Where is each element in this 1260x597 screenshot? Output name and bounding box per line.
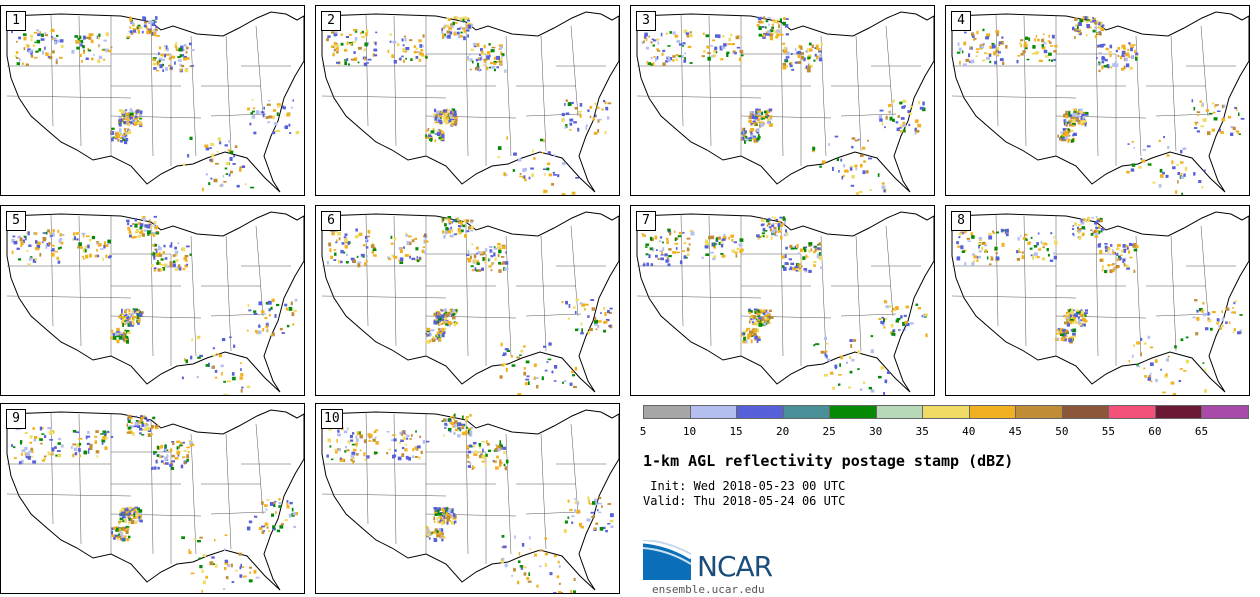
reflectivity-echoes [956, 215, 1243, 395]
colorbar-cell [922, 405, 970, 419]
reflectivity-echoes [11, 16, 300, 192]
map-panel-7: 7 [630, 205, 935, 396]
colorbar-tick-label: 40 [962, 425, 976, 438]
colorbar-cell [1061, 405, 1110, 419]
colorbar-tick-label: 30 [869, 425, 883, 438]
reflectivity-echoes [11, 414, 298, 593]
us-map [321, 11, 619, 195]
panel-number: 1 [6, 11, 26, 31]
colorbar-cell [1201, 405, 1249, 419]
reflectivity-echoes [327, 216, 613, 395]
us-map [6, 211, 304, 395]
colorbar-cell [643, 405, 691, 419]
colorbar-legend: 5 10 15 20 25 30 35 40 45 50 55 60 65 [640, 405, 1249, 438]
colorbar-cell [829, 405, 877, 419]
us-map [636, 11, 934, 195]
map-panel-8: 8 [945, 205, 1250, 396]
colorbar-cell [782, 405, 831, 419]
us-map [951, 11, 1249, 195]
reflectivity-echoes [956, 15, 1245, 195]
map-panel-1: 1 [0, 5, 305, 196]
colorbar-tick-label: 10 [682, 425, 697, 438]
panel-number: 4 [951, 11, 971, 31]
us-map [6, 11, 304, 193]
map-panel-4: 4 [945, 5, 1250, 196]
colorbar-tick-label: 65 [1194, 425, 1209, 438]
colorbar-cell [1015, 405, 1063, 419]
reflectivity-echoes [641, 16, 926, 195]
colorbar-tick-label: 25 [822, 425, 836, 438]
colorbar-tick-label: 15 [729, 425, 743, 438]
panel-number: 8 [951, 211, 971, 231]
chart-title: 1-km AGL reflectivity postage stamp (dBZ… [643, 452, 1014, 470]
colorbar-cell [689, 405, 738, 419]
logo-text: NCAR [697, 550, 773, 583]
map-panel-5: 5 [0, 205, 305, 396]
init-time: Init: Wed 2018-05-23 00 UTC [643, 479, 846, 493]
us-map [951, 211, 1249, 395]
us-map [636, 211, 934, 395]
us-map [6, 409, 304, 593]
colorbar-tick-label: 5 [639, 425, 647, 438]
colorbar-tick-label: 55 [1101, 425, 1115, 438]
map-panel-6: 6 [315, 205, 620, 396]
panel-number: 5 [6, 211, 26, 231]
website-link[interactable]: ensemble.ucar.edu [652, 583, 765, 596]
map-panel-10: 10 [315, 403, 620, 594]
colorbar-tick-label: 35 [915, 425, 929, 438]
reflectivity-echoes [641, 216, 928, 395]
map-panel-9: 9 [0, 403, 305, 594]
colorbar-cell [736, 405, 784, 419]
panel-number: 6 [321, 211, 341, 231]
panel-number: 2 [321, 11, 341, 31]
ncar-logo-icon [643, 540, 692, 580]
colorbar-cell [968, 405, 1017, 419]
colorbar-tick-label: 20 [775, 425, 790, 438]
us-map [321, 409, 619, 593]
colorbar-tick-label: 60 [1148, 425, 1162, 438]
colorbar-cell [1108, 405, 1156, 419]
map-panel-2: 2 [315, 5, 620, 196]
reflectivity-echoes [326, 413, 614, 593]
colorbar-cell [1154, 405, 1203, 419]
reflectivity-echoes [11, 215, 298, 395]
colorbar-tick-label: 50 [1055, 425, 1069, 438]
us-map [321, 211, 619, 395]
panel-number: 10 [321, 409, 343, 429]
panel-number: 9 [6, 409, 26, 429]
colorbar-cell [875, 405, 924, 419]
panel-number: 3 [636, 11, 656, 31]
panel-number: 7 [636, 211, 656, 231]
map-panel-3: 3 [630, 5, 935, 196]
colorbar-tick-label: 45 [1008, 425, 1022, 438]
reflectivity-echoes [326, 16, 612, 195]
valid-time: Valid: Thu 2018-05-24 06 UTC [643, 494, 846, 508]
